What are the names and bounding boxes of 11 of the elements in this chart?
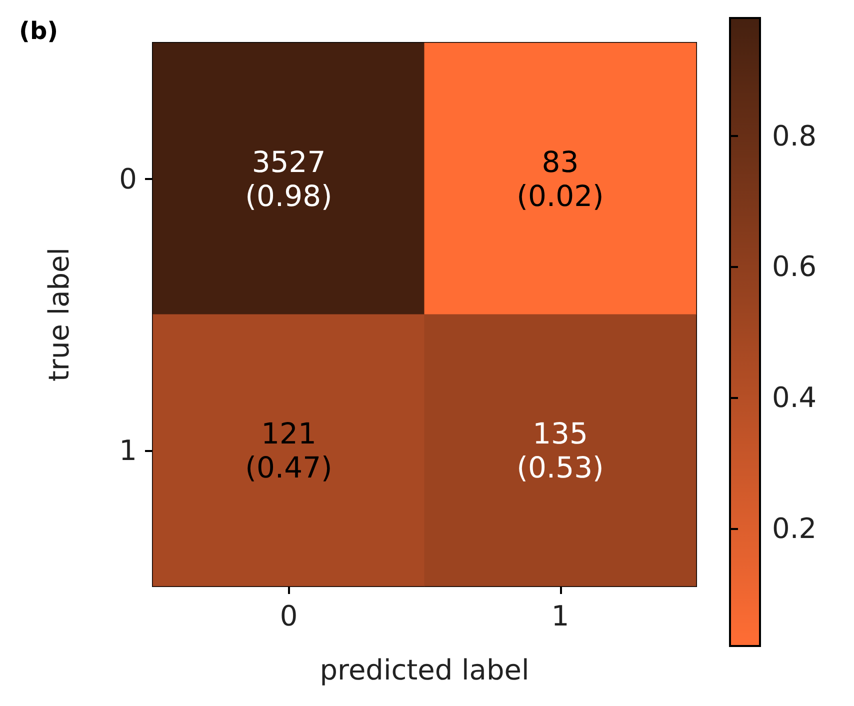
color-bar-label: 0.8 (772, 119, 817, 152)
data-label: 135 (0.53) (516, 416, 604, 484)
data-label: 83 (0.02) (516, 144, 604, 213)
color-bar-label: 0.2 (772, 512, 817, 545)
data-label: 121 (0.47) (245, 416, 332, 484)
x-axis-title: predicted label (320, 654, 530, 686)
color-bar-label: 0.6 (772, 250, 817, 284)
color-bar-label: 0.4 (772, 380, 817, 414)
y-axis-title: true label (42, 247, 76, 382)
chart-title: (b) (19, 17, 58, 45)
data-label: 3527 (0.98) (245, 144, 332, 213)
